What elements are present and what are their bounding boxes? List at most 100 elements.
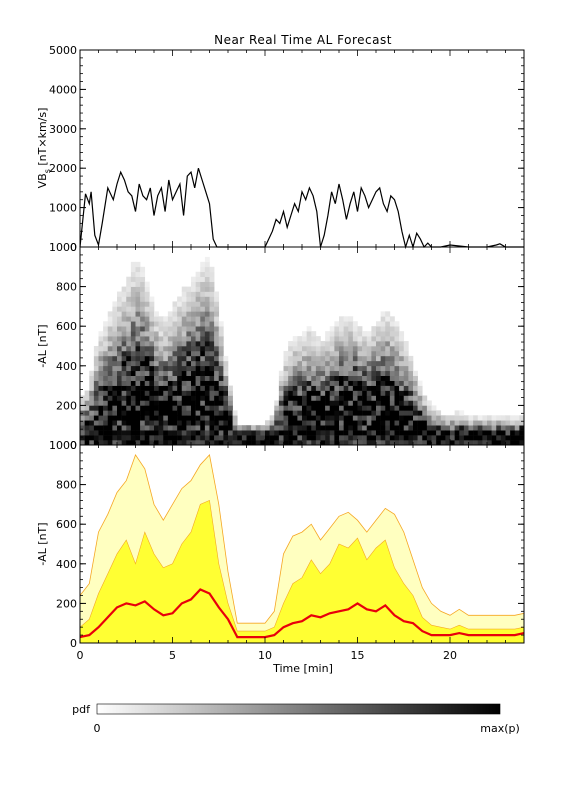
heatmap-cell xyxy=(325,410,331,416)
heatmap-cell xyxy=(186,326,192,332)
heatmap-cell xyxy=(362,415,368,421)
heatmap-cell xyxy=(144,395,150,401)
heatmap-cell xyxy=(232,410,238,416)
heatmap-cell xyxy=(204,370,210,376)
heatmap-cell xyxy=(209,346,215,352)
heatmap-cell xyxy=(177,331,183,337)
heatmap-cell xyxy=(167,316,173,322)
heatmap-cell xyxy=(126,365,132,372)
heatmap-cell xyxy=(315,370,321,376)
heatmap-cell xyxy=(181,360,187,367)
heatmap-cell xyxy=(348,390,354,396)
heatmap-cell xyxy=(121,360,127,367)
vbs-ylabel-main: VB xyxy=(36,173,49,188)
heatmap-cell xyxy=(98,355,104,362)
heatmap-cell xyxy=(334,435,340,441)
heatmap-cell xyxy=(204,435,210,441)
heatmap-cell xyxy=(167,410,173,416)
heatmap-cell xyxy=(302,425,307,431)
heatmap-cell xyxy=(408,440,414,446)
heatmap-cell xyxy=(154,360,159,367)
heatmap-cell xyxy=(214,385,220,391)
heatmap-cell xyxy=(339,395,344,401)
heatmap-cell xyxy=(158,360,164,367)
heatmap-cell xyxy=(454,410,460,416)
heatmap-cell xyxy=(80,415,85,421)
heatmap-cell xyxy=(283,350,289,357)
heatmap-cell xyxy=(352,360,358,367)
heatmap-cell xyxy=(181,350,187,357)
heatmap-cell xyxy=(218,425,224,431)
heatmap-cell xyxy=(376,440,381,446)
heatmap-cell xyxy=(403,365,409,372)
heatmap-cell xyxy=(366,440,372,446)
heatmap-cell xyxy=(200,350,206,357)
x-tick-label: 15 xyxy=(351,649,365,662)
heatmap-cell xyxy=(417,410,423,416)
heatmap-cell xyxy=(325,430,331,436)
heatmap-cell xyxy=(288,415,294,421)
heatmap-cell xyxy=(302,395,307,401)
heatmap-cell xyxy=(417,380,423,386)
heatmap-cell xyxy=(112,301,118,307)
heatmap-cell xyxy=(288,435,294,441)
heatmap-cell xyxy=(348,326,354,332)
heatmap-cell xyxy=(413,435,418,441)
heatmap-cell xyxy=(329,420,335,426)
y-tick-label: 1000 xyxy=(49,241,77,254)
heatmap-cell xyxy=(186,425,192,431)
heatmap-cell xyxy=(371,336,377,342)
heatmap-cell xyxy=(426,435,432,441)
heatmap-cell xyxy=(135,271,141,277)
heatmap-cell xyxy=(320,435,326,441)
heatmap-cell xyxy=(103,385,109,391)
heatmap-cell xyxy=(181,291,187,297)
heatmap-cell xyxy=(135,261,141,268)
heatmap-cell xyxy=(93,440,99,446)
heatmap-cell xyxy=(417,400,423,406)
heatmap-cell xyxy=(126,410,132,416)
heatmap-cell xyxy=(403,375,409,381)
heatmap-cell xyxy=(214,370,220,376)
heatmap-cell xyxy=(403,435,409,441)
heatmap-cell xyxy=(237,440,243,446)
heatmap-cell xyxy=(181,336,187,342)
heatmap-cell xyxy=(177,321,183,327)
heatmap-cell xyxy=(140,286,146,292)
heatmap-cell xyxy=(357,410,363,416)
heatmap-cell xyxy=(255,430,261,436)
heatmap-cell xyxy=(126,395,132,401)
heatmap-cell xyxy=(320,390,326,396)
heatmap-cell xyxy=(334,375,340,381)
heatmap-cell xyxy=(130,306,136,312)
heatmap-cell xyxy=(158,346,164,352)
heatmap-cell xyxy=(117,440,122,446)
heatmap-cell xyxy=(158,316,164,322)
heatmap-cell xyxy=(371,375,377,381)
heatmap-cell xyxy=(218,395,224,401)
heatmap-cell xyxy=(149,380,155,386)
heatmap-cell xyxy=(140,311,146,317)
heatmap-cell xyxy=(473,440,479,446)
heatmap-cell xyxy=(311,365,317,372)
heatmap-cell xyxy=(172,415,178,421)
heatmap-cell xyxy=(371,430,377,436)
heatmap-cell xyxy=(343,380,349,386)
heatmap-cell xyxy=(366,341,372,347)
heatmap-cell xyxy=(385,350,391,357)
heatmap-cell xyxy=(130,390,136,396)
heatmap-cell xyxy=(315,336,321,342)
heatmap-cell xyxy=(292,395,298,401)
heatmap-cell xyxy=(126,440,132,446)
heatmap-cell xyxy=(352,430,358,436)
heatmap-cell xyxy=(158,430,164,436)
heatmap-cell xyxy=(112,415,118,421)
heatmap-cell xyxy=(204,271,210,277)
heatmap-cell xyxy=(89,410,95,416)
heatmap-cell xyxy=(348,425,354,431)
heatmap-cell xyxy=(191,321,196,327)
heatmap-cell xyxy=(376,355,381,362)
heatmap-cell xyxy=(389,440,395,446)
heatmap-cell xyxy=(431,440,437,446)
heatmap-cell xyxy=(315,385,321,391)
